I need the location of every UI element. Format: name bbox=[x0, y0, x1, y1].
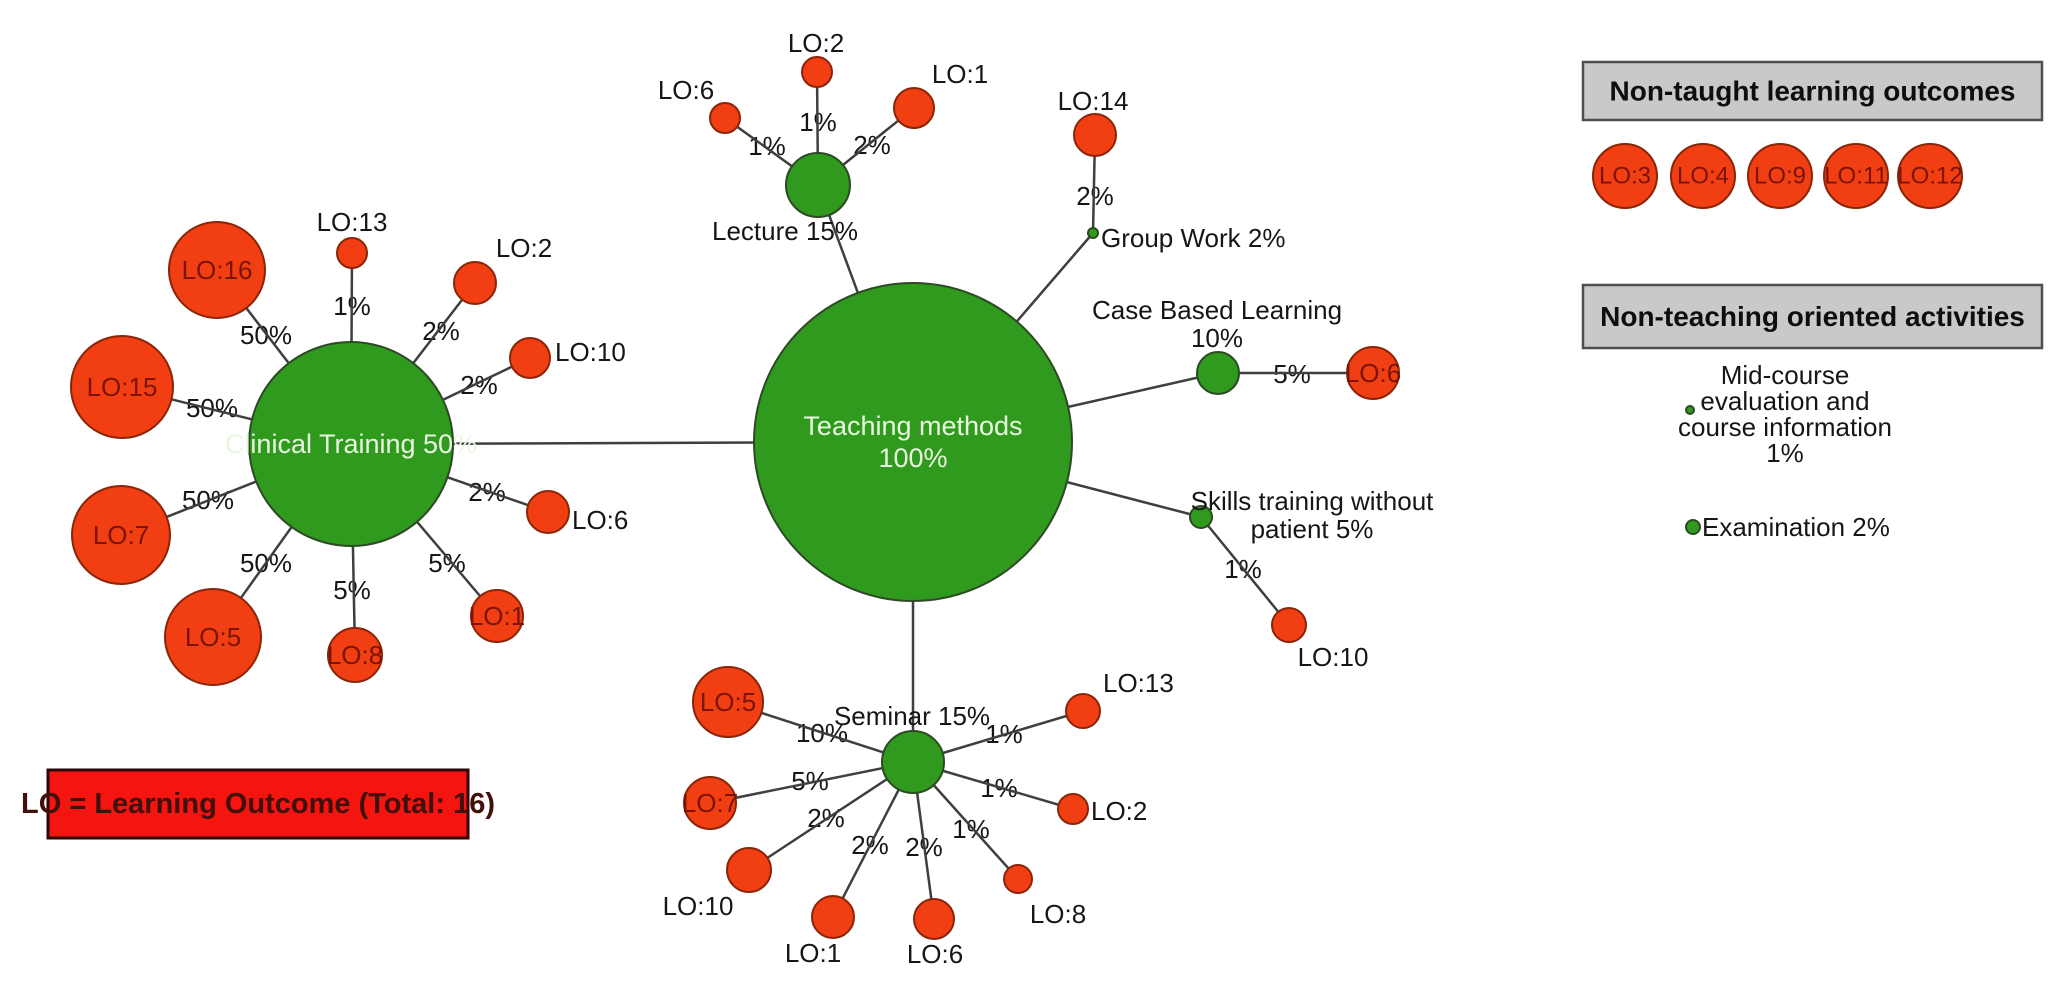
node-label-l-lo6: LO:6 bbox=[658, 75, 714, 105]
outcome-circle-c-lo10 bbox=[509, 337, 551, 379]
outcome-circle-c-lo8 bbox=[327, 627, 383, 683]
outcome-circle-c-lo16 bbox=[168, 221, 266, 319]
node-label-c-lo2: LO:2 bbox=[496, 233, 552, 263]
node-text-se-lo7: LO:7 bbox=[682, 788, 738, 818]
non-taught-label-0: LO:3 bbox=[1599, 163, 1651, 190]
node-text-clinical: Clinical Training 50% bbox=[225, 429, 477, 459]
activity-dot-1 bbox=[1685, 519, 1701, 535]
node-label-seminar: Seminar 15% bbox=[834, 701, 990, 731]
method-circle-groupwork bbox=[1087, 227, 1099, 239]
node-text-c-lo1: LO:1 bbox=[469, 601, 525, 631]
outcome-circle-s-lo10 bbox=[1271, 607, 1307, 643]
node-label-se-lo1: LO:1 bbox=[785, 938, 841, 968]
outcome-circle-c-lo2 bbox=[453, 261, 497, 305]
non-taught-label-3: LO:11 bbox=[1824, 163, 1888, 190]
outcome-circle-c-lo15 bbox=[70, 335, 174, 439]
node-text-c-lo7: LO:7 bbox=[93, 520, 149, 550]
non-taught-label-2: LO:9 bbox=[1754, 163, 1806, 190]
non-taught-label-4: LO:12 bbox=[1897, 163, 1962, 190]
layer-pct: 50%1%2%2%2%5%5%50%50%50%1%1%2%2%5%1%10%5… bbox=[182, 107, 1311, 862]
node-text-teaching: Teaching methods 100% bbox=[803, 411, 1022, 473]
non-taught-circle-0 bbox=[1592, 143, 1658, 209]
node-label-se-lo6: LO:6 bbox=[907, 939, 963, 969]
node-text-cb-lo6: LO:6 bbox=[1345, 358, 1401, 388]
legend-box bbox=[46, 768, 470, 840]
outcome-circle-l-lo1 bbox=[893, 87, 935, 129]
link-percent-label: 2% bbox=[422, 316, 460, 346]
node-text-se-lo5: LO:5 bbox=[700, 687, 756, 717]
node-label-groupwork: Group Work 2% bbox=[1101, 223, 1285, 253]
node-label-se-lo10: LO:10 bbox=[663, 891, 734, 921]
non-taught-label-1: LO:4 bbox=[1677, 163, 1729, 190]
node-label-skills: Skills training without patient 5% bbox=[1191, 486, 1435, 544]
outcome-circle-g-lo14 bbox=[1073, 113, 1117, 157]
outcome-circle-se-lo13 bbox=[1065, 693, 1101, 729]
method-circle-seminar bbox=[881, 730, 945, 794]
node-label-se-lo2: LO:2 bbox=[1091, 796, 1147, 826]
node-label-se-lo8: LO:8 bbox=[1030, 899, 1086, 929]
activity-text-0: Mid-course evaluation and course informati… bbox=[1678, 360, 1892, 468]
outcome-circle-c-lo1 bbox=[470, 589, 524, 643]
activity-dot-0 bbox=[1685, 405, 1695, 415]
node-label-case: Case Based Learning 10% bbox=[1092, 295, 1342, 353]
panel-header-non_taught: Non-taught learning outcomes bbox=[1610, 76, 2016, 107]
outcome-circle-l-lo2 bbox=[801, 56, 833, 88]
link-percent-label: 2% bbox=[853, 130, 891, 160]
outcome-circle-se-lo10 bbox=[726, 847, 772, 893]
method-circle-case bbox=[1196, 351, 1240, 395]
node-label-l-lo2: LO:2 bbox=[788, 28, 844, 58]
non-taught-circle-1 bbox=[1670, 143, 1736, 209]
node-text-c-lo5: LO:5 bbox=[185, 622, 241, 652]
outcome-circle-se-lo6 bbox=[913, 898, 955, 940]
link-percent-label: 2% bbox=[460, 370, 498, 400]
layer-panel: Non-taught learning outcomes Non-teaching… bbox=[21, 60, 2044, 840]
outcome-circle-l-lo6 bbox=[709, 102, 741, 134]
legend-text: LO = Learning Outcome (Total: 16) bbox=[21, 788, 495, 820]
node-label-c-lo6: LO:6 bbox=[572, 505, 628, 535]
outcome-circle-se-lo7 bbox=[683, 776, 737, 830]
outcome-circle-se-lo1 bbox=[811, 895, 855, 939]
outcome-circle-se-lo8 bbox=[1003, 864, 1033, 894]
node-label-g-lo14: LO:14 bbox=[1058, 86, 1129, 116]
panel-header-activities: Non-teaching oriented activities bbox=[1600, 301, 2025, 332]
link-seminar-se-lo7 bbox=[709, 760, 914, 805]
outcome-circle-cb-lo6 bbox=[1346, 346, 1400, 400]
link-seminar-se-lo10 bbox=[748, 760, 914, 872]
method-circle-lecture bbox=[785, 152, 851, 218]
layer-nodes bbox=[70, 56, 1400, 940]
layer-labels: Teaching methods 100% Clinical Training 50… bbox=[87, 28, 1435, 969]
outcome-circle-c-lo5 bbox=[164, 588, 262, 686]
panel-header-box-activities bbox=[1581, 283, 2044, 350]
non-taught-circle-3 bbox=[1823, 143, 1889, 209]
outcome-circle-c-lo6 bbox=[526, 490, 570, 534]
method-circle-skills bbox=[1189, 505, 1213, 529]
panel-header-box-non_taught bbox=[1581, 60, 2044, 122]
node-text-c-lo8: LO:8 bbox=[327, 640, 383, 670]
non-taught-circle-4 bbox=[1897, 143, 1963, 209]
link-percent-label: 50% bbox=[186, 393, 238, 423]
node-text-c-lo15: LO:15 bbox=[87, 372, 158, 402]
node-label-l-lo1: LO:1 bbox=[932, 59, 988, 89]
method-circle-clinical bbox=[248, 341, 454, 547]
node-label-lecture: Lecture 15% bbox=[712, 216, 858, 246]
link-percent-label: 5% bbox=[333, 575, 371, 605]
outcome-circle-se-lo2 bbox=[1057, 793, 1089, 825]
node-label-se-lo13: LO:13 bbox=[1103, 668, 1174, 698]
node-label-c-lo10: LO:10 bbox=[555, 337, 626, 367]
outcome-circle-c-lo13 bbox=[336, 237, 368, 269]
node-text-c-lo16: LO:16 bbox=[182, 255, 253, 285]
outcome-circle-se-lo5 bbox=[692, 666, 764, 738]
method-circle-teaching bbox=[753, 282, 1073, 602]
node-label-c-lo13: LO:13 bbox=[317, 207, 388, 237]
non-taught-circle-2 bbox=[1747, 143, 1813, 209]
outcome-circle-c-lo7 bbox=[71, 485, 171, 585]
node-label-s-lo10: LO:10 bbox=[1298, 642, 1369, 672]
activity-text-1: Examination 2% bbox=[1702, 512, 1890, 542]
link-skills-s-lo10 bbox=[1200, 516, 1290, 626]
